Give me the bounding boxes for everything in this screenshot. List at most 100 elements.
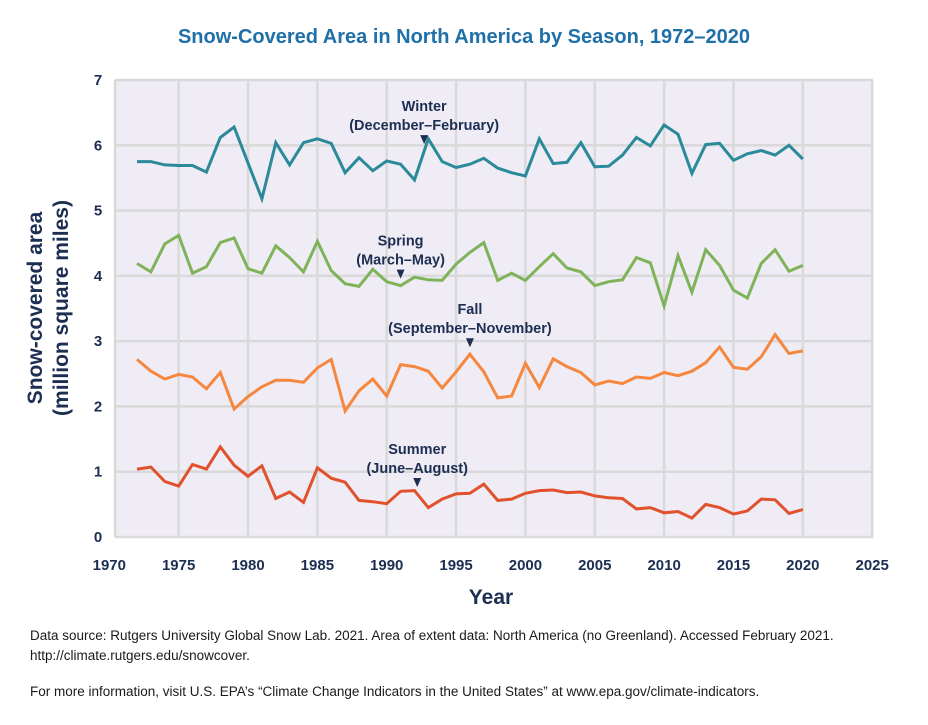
winter-data-point — [566, 161, 569, 164]
winter-data-point — [427, 137, 430, 140]
fall-data-point — [233, 408, 236, 411]
data-source-note: Data source: Rutgers University Global S… — [30, 628, 834, 663]
x-tick-label: 1970 — [93, 557, 126, 574]
winter-data-point — [163, 163, 166, 166]
fall-data-point — [399, 363, 402, 366]
fall-data-point — [288, 379, 291, 382]
spring-series-line — [136, 233, 804, 312]
fall-data-point — [579, 371, 582, 374]
summer-data-point — [774, 498, 777, 501]
fall-data-point — [510, 394, 513, 397]
spring-data-point — [593, 284, 596, 287]
spring-data-point — [385, 280, 388, 283]
spring-data-point — [787, 270, 790, 273]
winter-data-point — [538, 137, 541, 140]
summer-data-point — [787, 512, 790, 515]
spring-data-point — [746, 297, 749, 300]
summer-annotation-arrow-icon — [413, 478, 422, 488]
winter-data-point — [801, 157, 804, 160]
spring-data-point — [136, 262, 139, 265]
summer-annotation-months: (June–August) — [366, 461, 468, 477]
spring-data-point — [233, 236, 236, 239]
summer-data-point — [649, 506, 652, 509]
spring-data-point — [149, 270, 152, 273]
winter-data-point — [357, 156, 360, 159]
x-tick-label: 1990 — [370, 557, 403, 574]
summer-data-point — [371, 500, 374, 503]
plot-area — [115, 80, 873, 537]
spring-data-point — [260, 272, 263, 275]
winter-data-point — [233, 126, 236, 129]
fall-data-point — [787, 352, 790, 355]
spring-data-point — [663, 304, 666, 307]
spring-data-point — [441, 279, 444, 282]
summer-data-point — [566, 491, 569, 494]
fall-data-point — [274, 379, 277, 382]
winter-data-point — [552, 162, 555, 165]
fall-data-point — [316, 366, 319, 369]
spring-data-point — [774, 248, 777, 251]
summer-data-point — [399, 490, 402, 493]
spring-data-point — [718, 264, 721, 267]
x-tick-label: 1975 — [162, 557, 195, 574]
spring-annotation-label: Spring — [378, 234, 424, 250]
fall-data-point — [677, 374, 680, 377]
y-axis-ticks: 0 1 2 3 4 5 6 7 — [94, 72, 103, 546]
x-tick-label: 2005 — [578, 557, 611, 574]
spring-data-point — [677, 254, 680, 257]
spring-data-point — [427, 278, 430, 281]
winter-data-point — [191, 164, 194, 167]
spring-data-point — [316, 240, 319, 243]
winter-data-point — [510, 171, 513, 174]
spring-data-point — [205, 265, 208, 268]
summer-data-point — [149, 466, 152, 469]
spring-data-point — [455, 263, 458, 266]
fall-data-point — [163, 378, 166, 381]
x-tick-label: 2000 — [509, 557, 542, 574]
spring-data-point — [579, 270, 582, 273]
y-axis-title: Snow-covered area (million square miles) — [24, 200, 73, 416]
x-axis-title: Year — [469, 586, 513, 609]
x-tick-label: 1980 — [231, 557, 264, 574]
summer-data-point — [247, 475, 250, 478]
spring-data-point — [607, 280, 610, 283]
summer-data-point — [260, 464, 263, 467]
spring-data-point — [413, 276, 416, 279]
winter-series-line — [137, 122, 804, 204]
summer-data-point — [455, 492, 458, 495]
summer-data-point — [177, 485, 180, 488]
fall-annotation-arrow-icon — [465, 338, 474, 348]
spring-annotation-months: (March–May) — [356, 253, 445, 269]
series-group — [136, 122, 804, 520]
spring-data-point — [191, 272, 194, 275]
summer-data-point — [704, 503, 707, 506]
fall-data-point — [704, 361, 707, 364]
spring-data-point — [510, 272, 513, 275]
fall-data-point — [468, 353, 471, 356]
summer-data-point — [621, 497, 624, 500]
winter-data-point — [371, 169, 374, 172]
spring-data-point — [482, 241, 485, 244]
fall-data-point — [205, 387, 208, 390]
summer-data-point — [316, 466, 319, 469]
winter-data-point — [136, 160, 139, 163]
fall-data-point — [247, 395, 250, 398]
summer-data-point — [579, 490, 582, 493]
spring-data-point — [690, 291, 693, 294]
y-tick-label: 2 — [94, 398, 102, 415]
winter-data-point — [732, 159, 735, 162]
winter-data-point — [718, 142, 721, 145]
fall-data-point — [663, 371, 666, 374]
fall-data-point — [621, 382, 624, 385]
fall-data-point — [607, 379, 610, 382]
fall-data-point — [330, 358, 333, 361]
fall-data-point — [427, 370, 430, 373]
fall-data-point — [302, 381, 305, 384]
winter-data-point — [579, 141, 582, 144]
summer-data-point — [718, 506, 721, 509]
fall-data-point — [718, 346, 721, 349]
summer-data-point — [136, 468, 139, 471]
summer-data-point — [746, 509, 749, 512]
fall-data-point — [455, 370, 458, 373]
fall-data-point — [357, 389, 360, 392]
